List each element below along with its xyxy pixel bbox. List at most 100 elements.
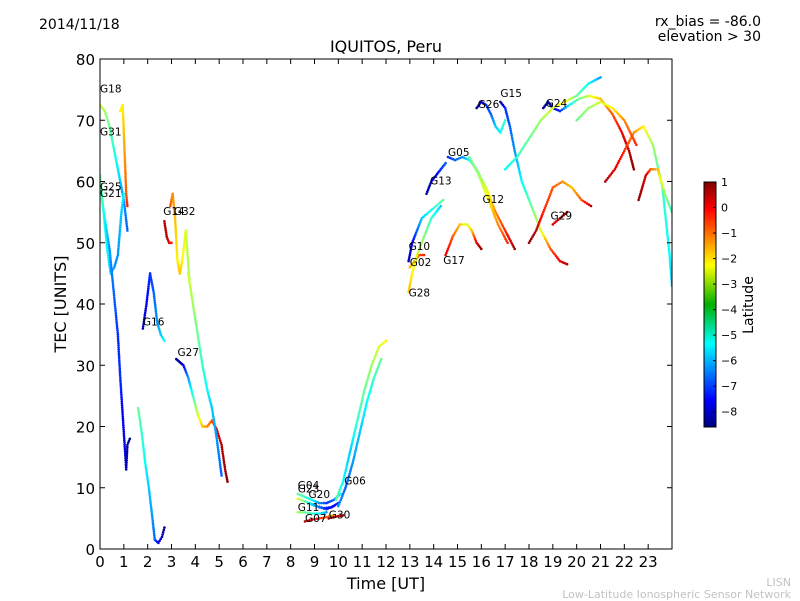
tec-point	[125, 224, 129, 228]
tec-point	[119, 378, 122, 382]
tec-point	[351, 459, 355, 463]
tec-point	[461, 223, 464, 226]
tec-point	[186, 262, 190, 266]
tec-point	[142, 446, 145, 450]
tec-point	[192, 307, 195, 310]
tec-point	[141, 437, 144, 441]
y-tick-label: 40	[76, 296, 95, 314]
tec-point	[221, 452, 225, 456]
tec-point	[619, 129, 623, 132]
tec-point	[629, 137, 632, 140]
tec-point	[155, 316, 158, 320]
tec-point	[534, 214, 537, 218]
tec-point	[193, 313, 196, 317]
tec-point	[503, 119, 507, 122]
tec-point	[544, 204, 547, 208]
tec-point	[212, 415, 215, 419]
tec-point	[143, 459, 147, 463]
tec-point	[500, 223, 504, 226]
tec-point	[618, 127, 622, 130]
x-tick-label: 6	[238, 553, 248, 571]
tec-point	[494, 217, 497, 220]
tec-point	[110, 272, 114, 275]
tec-point	[176, 259, 179, 263]
tec-point	[543, 237, 547, 240]
tec-point	[599, 100, 602, 104]
tec-point	[342, 490, 346, 494]
tec-point	[342, 478, 345, 481]
tec-point	[597, 77, 600, 80]
tec-point	[549, 190, 553, 193]
tec-point	[565, 99, 568, 103]
tec-point	[637, 198, 640, 202]
tec-point	[359, 406, 362, 409]
tec-point	[647, 135, 650, 138]
tec-point	[655, 160, 658, 164]
tec-point	[122, 127, 125, 130]
tec-point	[601, 101, 604, 105]
tec-point	[320, 516, 323, 520]
tec-point	[145, 300, 148, 304]
tec-point	[587, 203, 591, 207]
tec-point	[211, 411, 214, 414]
tec-point	[105, 241, 108, 244]
data-points	[100, 76, 672, 545]
tec-point	[559, 181, 562, 184]
tec-point	[358, 410, 361, 413]
tec-point	[376, 349, 379, 353]
tec-point	[200, 423, 203, 426]
tec-point	[100, 182, 103, 186]
tec-point	[181, 251, 185, 254]
tec-point	[169, 204, 172, 208]
tec-point	[429, 182, 432, 185]
tec-point	[421, 239, 424, 242]
tec-point	[207, 392, 210, 396]
tec-point	[214, 428, 217, 432]
tec-point	[210, 406, 214, 410]
tec-point	[118, 176, 121, 179]
tec-point	[358, 433, 361, 437]
tec-point	[155, 321, 159, 324]
tec-point	[352, 457, 356, 461]
tec-point	[211, 409, 214, 412]
tec-point	[194, 404, 197, 408]
tec-point	[313, 517, 316, 521]
tec-point	[355, 421, 359, 424]
tec-point	[425, 192, 428, 196]
watermark-lisn: LISN	[766, 576, 791, 589]
tec-point	[516, 160, 519, 164]
tec-point	[103, 219, 107, 222]
tec-point	[664, 216, 667, 220]
tec-point	[363, 411, 366, 415]
tec-point	[153, 536, 156, 539]
tec-point	[661, 186, 665, 189]
tec-point	[353, 432, 356, 435]
tec-point	[503, 106, 507, 110]
tec-point	[146, 477, 149, 481]
tec-point	[495, 219, 498, 222]
tec-point	[121, 105, 124, 109]
tec-point	[117, 170, 120, 173]
x-tick-label: 4	[191, 553, 201, 571]
tec-point	[656, 168, 659, 171]
tec-point	[471, 231, 474, 234]
tec-point	[530, 204, 533, 208]
tec-point	[198, 348, 202, 352]
tec-point	[555, 183, 558, 187]
tec-point	[190, 388, 193, 392]
tec-point	[573, 95, 576, 99]
tec-point	[480, 247, 483, 251]
tec-point	[618, 157, 622, 161]
tec-point	[504, 110, 508, 114]
tec-point	[187, 380, 191, 383]
tec-point	[369, 388, 372, 392]
tec-point	[617, 125, 621, 128]
tec-point	[223, 468, 227, 471]
tec-point	[655, 158, 658, 162]
tec-point	[119, 221, 122, 225]
tec-point	[339, 498, 343, 502]
tec-point	[407, 288, 411, 292]
tec-point	[111, 141, 114, 144]
tec-point	[668, 253, 671, 257]
tec-point	[221, 450, 224, 453]
